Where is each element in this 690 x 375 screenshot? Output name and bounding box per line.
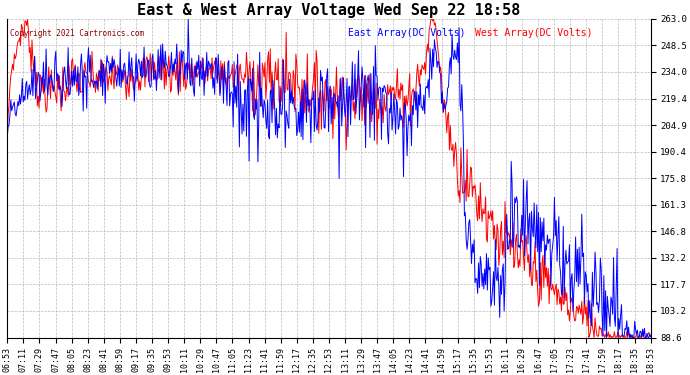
West Array(DC Volts) <box>590 335 598 340</box>
Line: East Array(DC Volts): East Array(DC Volts) <box>8 19 651 338</box>
East Array(DC Volts) <box>647 334 655 339</box>
West Array(DC Volts) <box>531 240 539 244</box>
East Array(DC Volts) <box>115 66 123 70</box>
Title: East & West Array Voltage Wed Sep 22 18:58: East & West Array Voltage Wed Sep 22 18:… <box>137 3 520 18</box>
West Array(DC Volts) <box>277 99 286 104</box>
West Array(DC Volts) <box>264 50 273 54</box>
East Array(DC Volts) <box>489 269 497 274</box>
West Array(DC Volts) <box>3 132 12 136</box>
East Array(DC Volts) <box>531 231 539 236</box>
West Array(DC Volts) <box>489 237 497 241</box>
East Array(DC Volts) <box>3 135 12 139</box>
East Array(DC Volts) <box>279 104 287 108</box>
Text: Copyright 2021 Cartronics.com: Copyright 2021 Cartronics.com <box>10 28 145 38</box>
West Array(DC Volts) <box>426 17 435 21</box>
East Array(DC Volts) <box>184 17 193 21</box>
Legend: East Array(DC Volts), West Array(DC Volts): East Array(DC Volts), West Array(DC Volt… <box>344 24 597 42</box>
West Array(DC Volts) <box>647 333 655 338</box>
West Array(DC Volts) <box>115 67 123 71</box>
West Array(DC Volts) <box>562 291 571 295</box>
East Array(DC Volts) <box>562 262 571 266</box>
East Array(DC Volts) <box>602 335 611 340</box>
Line: West Array(DC Volts): West Array(DC Volts) <box>8 19 651 338</box>
East Array(DC Volts) <box>265 136 273 141</box>
